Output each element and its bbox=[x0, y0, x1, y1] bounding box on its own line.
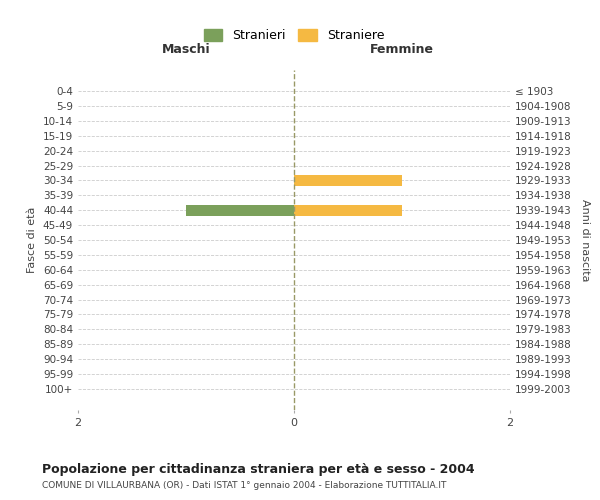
Bar bbox=[186, 204, 294, 216]
Y-axis label: Anni di nascita: Anni di nascita bbox=[580, 198, 590, 281]
Text: Popolazione per cittadinanza straniera per età e sesso - 2004: Popolazione per cittadinanza straniera p… bbox=[42, 462, 475, 475]
Text: COMUNE DI VILLAURBANA (OR) - Dati ISTAT 1° gennaio 2004 - Elaborazione TUTTITALI: COMUNE DI VILLAURBANA (OR) - Dati ISTAT … bbox=[42, 481, 446, 490]
Y-axis label: Fasce di età: Fasce di età bbox=[28, 207, 37, 273]
Text: Femmine: Femmine bbox=[370, 44, 434, 57]
Legend: Stranieri, Straniere: Stranieri, Straniere bbox=[200, 25, 388, 46]
Bar bbox=[294, 204, 402, 216]
Text: Maschi: Maschi bbox=[161, 44, 211, 57]
Bar bbox=[294, 175, 402, 186]
